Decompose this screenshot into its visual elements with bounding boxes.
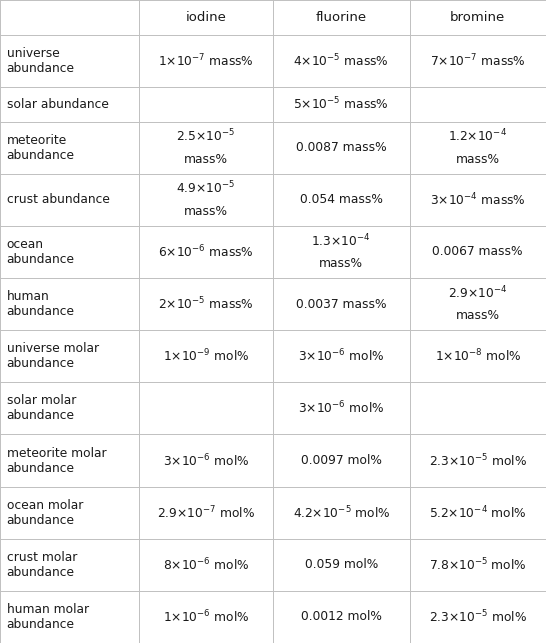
- Text: 3×10$^{-6}$ mol%: 3×10$^{-6}$ mol%: [163, 452, 250, 469]
- Text: 1×10$^{-6}$ mol%: 1×10$^{-6}$ mol%: [163, 609, 250, 625]
- Text: 6×10$^{-6}$ mass%: 6×10$^{-6}$ mass%: [158, 244, 254, 260]
- Text: universe molar
abundance: universe molar abundance: [7, 342, 99, 370]
- Text: mass%: mass%: [184, 152, 228, 166]
- Text: bromine: bromine: [450, 11, 506, 24]
- Text: 1×10$^{-8}$ mol%: 1×10$^{-8}$ mol%: [435, 348, 521, 365]
- Text: 3×10$^{-6}$ mol%: 3×10$^{-6}$ mol%: [298, 348, 384, 365]
- Text: meteorite molar
abundance: meteorite molar abundance: [7, 446, 106, 475]
- Text: 2.3×10$^{-5}$ mol%: 2.3×10$^{-5}$ mol%: [429, 452, 527, 469]
- Text: 4.2×10$^{-5}$ mol%: 4.2×10$^{-5}$ mol%: [293, 504, 390, 521]
- Text: 0.054 mass%: 0.054 mass%: [300, 194, 383, 206]
- Text: 2.5×10$^{-5}$: 2.5×10$^{-5}$: [176, 128, 236, 145]
- Text: mass%: mass%: [319, 257, 363, 270]
- Text: 3×10$^{-4}$ mass%: 3×10$^{-4}$ mass%: [430, 192, 526, 208]
- Text: 2.9×10$^{-7}$ mol%: 2.9×10$^{-7}$ mol%: [157, 504, 255, 521]
- Text: 1×10$^{-7}$ mass%: 1×10$^{-7}$ mass%: [158, 53, 254, 69]
- Text: 1.2×10$^{-4}$: 1.2×10$^{-4}$: [448, 128, 507, 145]
- Text: mass%: mass%: [456, 152, 500, 166]
- Text: universe
abundance: universe abundance: [7, 47, 75, 75]
- Text: mass%: mass%: [184, 205, 228, 218]
- Text: solar abundance: solar abundance: [7, 98, 109, 111]
- Text: 0.0037 mass%: 0.0037 mass%: [296, 298, 387, 311]
- Text: 5.2×10$^{-4}$ mol%: 5.2×10$^{-4}$ mol%: [429, 504, 526, 521]
- Text: 1.3×10$^{-4}$: 1.3×10$^{-4}$: [311, 232, 371, 249]
- Text: 0.0012 mol%: 0.0012 mol%: [301, 610, 382, 624]
- Text: solar molar
abundance: solar molar abundance: [7, 394, 76, 422]
- Text: 3×10$^{-6}$ mol%: 3×10$^{-6}$ mol%: [298, 400, 384, 417]
- Text: 0.0087 mass%: 0.0087 mass%: [296, 141, 387, 154]
- Text: human
abundance: human abundance: [7, 290, 75, 318]
- Text: 2.9×10$^{-4}$: 2.9×10$^{-4}$: [448, 284, 508, 301]
- Text: ocean
abundance: ocean abundance: [7, 238, 75, 266]
- Text: 4.9×10$^{-5}$: 4.9×10$^{-5}$: [176, 180, 236, 197]
- Text: 1×10$^{-9}$ mol%: 1×10$^{-9}$ mol%: [163, 348, 250, 365]
- Text: 2.3×10$^{-5}$ mol%: 2.3×10$^{-5}$ mol%: [429, 609, 527, 625]
- Text: iodine: iodine: [186, 11, 227, 24]
- Text: human molar
abundance: human molar abundance: [7, 603, 88, 631]
- Text: 7.8×10$^{-5}$ mol%: 7.8×10$^{-5}$ mol%: [429, 556, 526, 573]
- Text: 0.059 mol%: 0.059 mol%: [305, 558, 378, 571]
- Text: meteorite
abundance: meteorite abundance: [7, 134, 75, 162]
- Text: 5×10$^{-5}$ mass%: 5×10$^{-5}$ mass%: [293, 96, 389, 113]
- Text: mass%: mass%: [456, 309, 500, 322]
- Text: 0.0067 mass%: 0.0067 mass%: [432, 246, 523, 258]
- Text: crust molar
abundance: crust molar abundance: [7, 551, 77, 579]
- Text: 2×10$^{-5}$ mass%: 2×10$^{-5}$ mass%: [158, 296, 254, 312]
- Text: crust abundance: crust abundance: [7, 194, 109, 206]
- Text: 7×10$^{-7}$ mass%: 7×10$^{-7}$ mass%: [430, 53, 526, 69]
- Text: 0.0097 mol%: 0.0097 mol%: [301, 454, 382, 467]
- Text: 4×10$^{-5}$ mass%: 4×10$^{-5}$ mass%: [293, 53, 389, 69]
- Text: ocean molar
abundance: ocean molar abundance: [7, 499, 83, 527]
- Text: 8×10$^{-6}$ mol%: 8×10$^{-6}$ mol%: [163, 556, 250, 573]
- Text: fluorine: fluorine: [316, 11, 367, 24]
